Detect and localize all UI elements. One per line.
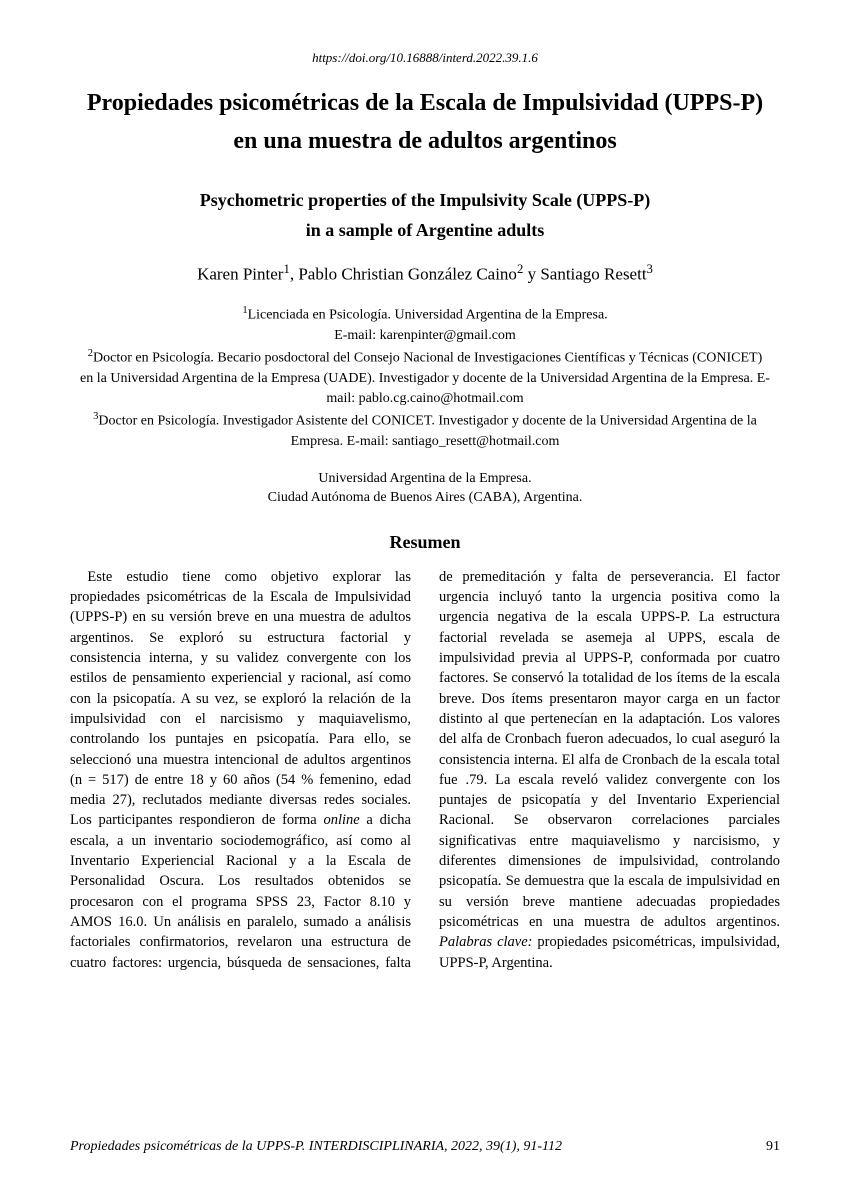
title-english: Psychometric properties of the Impulsivi… xyxy=(70,185,780,246)
institution-line: Ciudad Autónoma de Buenos Aires (CABA), … xyxy=(268,490,583,505)
title-line: en una muestra de adultos argentinos xyxy=(233,128,616,154)
institution-line: Universidad Argentina de la Empresa. xyxy=(318,471,531,486)
abstract-heading: Resumen xyxy=(70,532,780,553)
subtitle-line: Psychometric properties of the Impulsivi… xyxy=(200,190,651,210)
abstract-body: Este estudio tiene como objetivo explora… xyxy=(70,567,780,973)
page-number: 91 xyxy=(766,1139,780,1155)
institution: Universidad Argentina de la Empresa. Ciu… xyxy=(70,469,780,508)
title-spanish: Propiedades psicométricas de la Escala d… xyxy=(70,84,780,161)
page-footer: Propiedades psicométricas de la UPPS-P. … xyxy=(70,1139,780,1155)
footer-citation: Propiedades psicométricas de la UPPS-P. … xyxy=(70,1139,562,1155)
doi-link[interactable]: https://doi.org/10.16888/interd.2022.39.… xyxy=(70,50,780,66)
subtitle-line: in a sample of Argentine adults xyxy=(306,220,545,240)
affiliations: 1Licenciada en Psicología. Universidad A… xyxy=(70,303,780,453)
authors: Karen Pinter1, Pablo Christian González … xyxy=(70,262,780,285)
title-line: Propiedades psicométricas de la Escala d… xyxy=(87,90,763,116)
abstract-text: Este estudio tiene como objetivo explora… xyxy=(70,567,780,973)
